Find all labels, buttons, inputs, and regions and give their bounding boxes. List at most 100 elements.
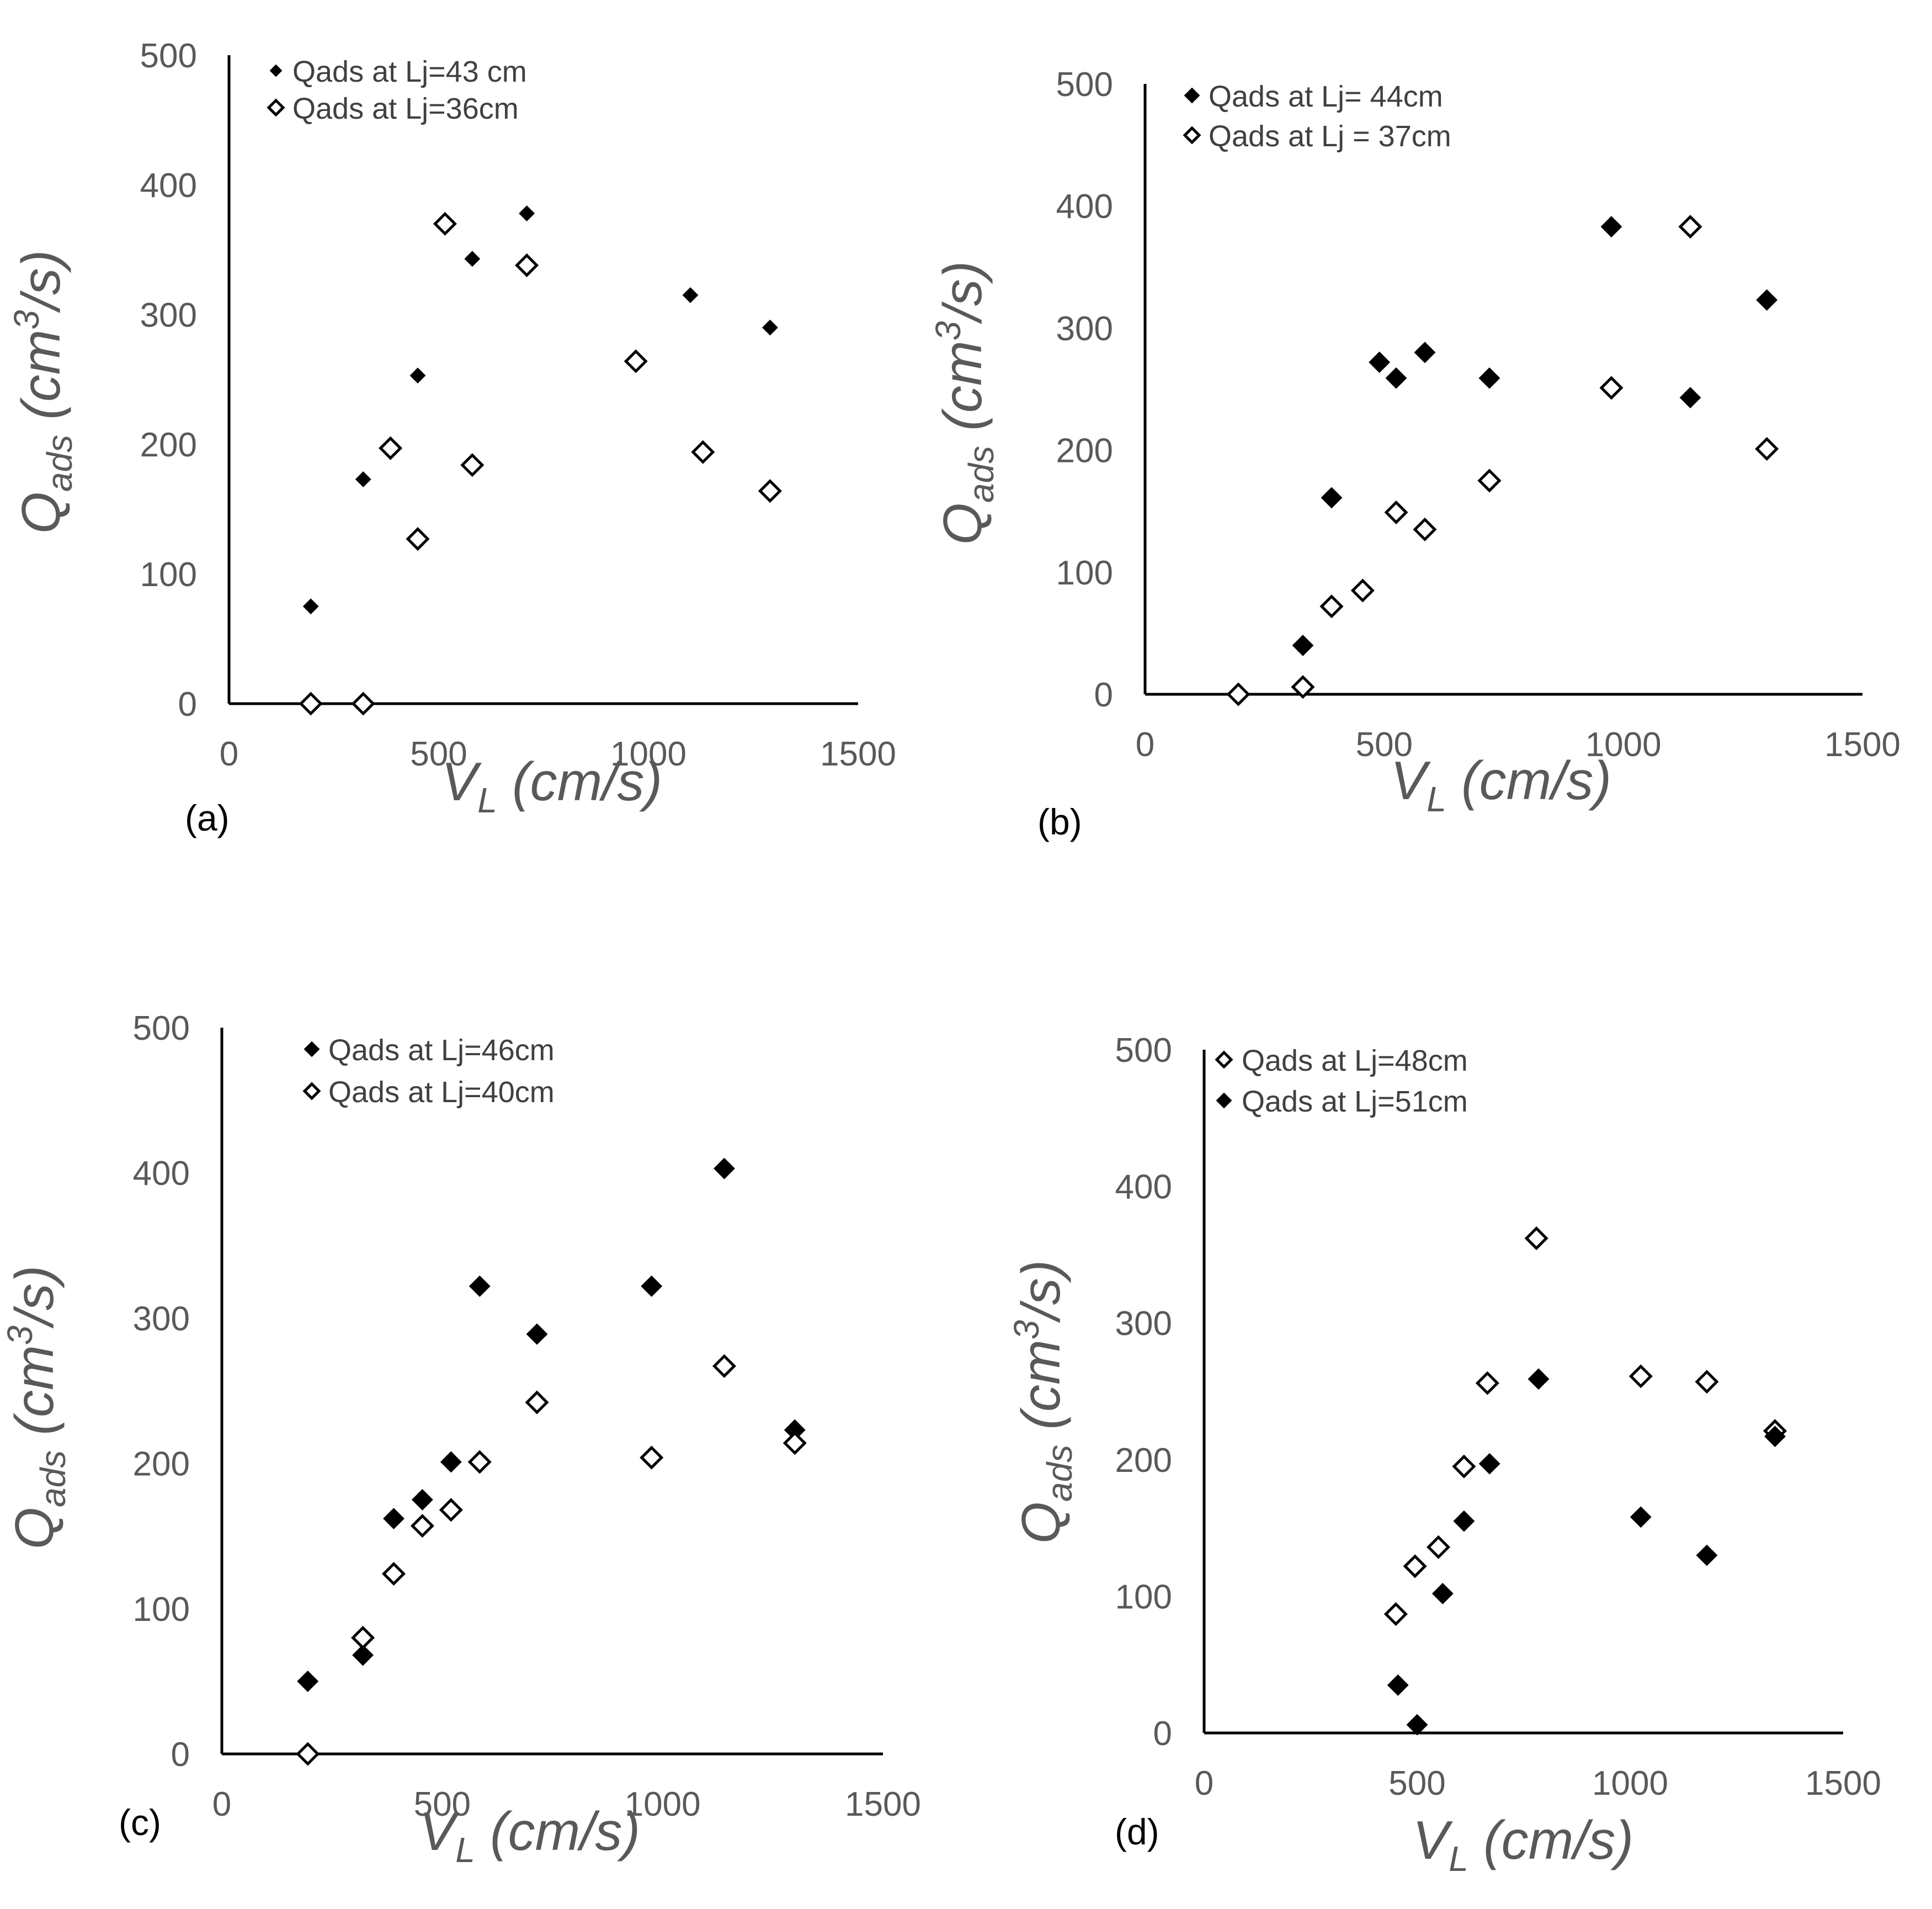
y-axis-title: Qads (cm3/s) <box>7 250 79 534</box>
x-tick-label: 1500 <box>1824 726 1901 764</box>
chart-panel-4: 0 100 200 300 400 500 0 500 1000 1500 VL (cm/s) Qad… <box>1007 1031 1881 1879</box>
data-point <box>1524 1226 1548 1251</box>
x-tick-label: 1500 <box>820 735 896 773</box>
x-tick-label: 1500 <box>1805 1764 1881 1802</box>
data-point <box>351 692 375 716</box>
data-point <box>714 1157 735 1179</box>
data-point <box>297 1670 319 1692</box>
y-tick-label: 300 <box>1115 1305 1172 1343</box>
legend-marker <box>304 1041 320 1057</box>
y-tick-label: 100 <box>133 1591 190 1629</box>
data-point <box>1385 367 1407 389</box>
y-tick-label: 200 <box>1056 432 1113 470</box>
data-point <box>351 1625 375 1650</box>
y-axis-title: Qads (cm3/s) <box>928 261 1001 545</box>
data-point <box>1756 289 1778 311</box>
x-tick-label: 500 <box>410 735 467 773</box>
panel-label: (c) <box>119 1802 161 1843</box>
y-tick-label: 500 <box>1056 66 1113 104</box>
data-point <box>433 211 457 236</box>
data-point <box>1477 469 1502 493</box>
data-point <box>758 479 782 503</box>
y-tick-label: 300 <box>140 296 197 334</box>
y-tick-label: 200 <box>1115 1442 1172 1480</box>
data-point <box>1696 1544 1718 1566</box>
legend-marker <box>1183 126 1201 145</box>
legend-entry: Qads at Lj=46cm <box>328 1034 555 1067</box>
y-tick-label: 500 <box>1115 1031 1172 1070</box>
legend-marker <box>302 1082 321 1100</box>
data-point <box>762 320 778 336</box>
data-point <box>406 527 430 551</box>
data-point <box>383 1508 405 1530</box>
data-point <box>296 1742 320 1766</box>
data-point <box>1369 351 1391 373</box>
data-point <box>1478 367 1500 389</box>
data-point <box>691 440 715 464</box>
data-point <box>302 598 319 615</box>
data-point <box>1319 594 1344 619</box>
data-point <box>352 1644 374 1666</box>
data-point <box>1226 682 1250 706</box>
data-point <box>519 205 535 222</box>
data-point <box>464 251 481 267</box>
y-tick-label: 400 <box>1115 1168 1172 1206</box>
legend-marker <box>1215 1050 1233 1069</box>
data-point <box>381 1562 406 1586</box>
data-point <box>640 1445 664 1470</box>
data-point <box>1478 1453 1500 1475</box>
data-point <box>1321 487 1343 509</box>
x-tick-label: 0 <box>1136 726 1154 764</box>
data-point <box>1384 500 1408 524</box>
data-point <box>1414 342 1436 364</box>
y-tick-label: 200 <box>140 426 197 464</box>
legend-entry: Qads at Lj=36cm <box>292 92 519 125</box>
data-point <box>1403 1554 1427 1578</box>
y-tick-label: 500 <box>133 1009 190 1047</box>
y-tick-label: 300 <box>133 1300 190 1338</box>
data-point <box>1755 437 1779 461</box>
data-point <box>1427 1535 1451 1559</box>
legend-marker <box>1184 87 1200 104</box>
y-tick-label: 500 <box>140 37 197 75</box>
legend-marker <box>269 64 283 77</box>
data-point <box>712 1354 737 1378</box>
y-tick-label: 0 <box>1153 1715 1172 1753</box>
data-point <box>783 1431 807 1455</box>
data-point <box>1695 1370 1719 1394</box>
data-point <box>410 1514 434 1538</box>
x-tick-label: 0 <box>1195 1764 1214 1802</box>
data-point <box>440 1451 462 1473</box>
y-tick-label: 400 <box>133 1155 190 1193</box>
data-point <box>1628 1364 1653 1389</box>
legend-entry: Qads at Lj=51cm <box>1242 1085 1468 1118</box>
x-tick-label: 1500 <box>845 1785 921 1823</box>
x-tick-label: 500 <box>414 1785 471 1823</box>
panel-label: (a) <box>185 797 230 838</box>
panel-label: (d) <box>1115 1811 1159 1852</box>
data-point <box>1452 1454 1476 1479</box>
data-point <box>467 1450 492 1474</box>
chart-panel-1: 0 100 200 300 400 500 0 500 1000 1500 VL (cm/s) Qad… <box>7 37 896 838</box>
panel-label: (b) <box>1037 801 1082 842</box>
data-point <box>1475 1371 1499 1395</box>
data-point <box>1406 1714 1428 1736</box>
legend-entry: Qads at Lj=48cm <box>1242 1044 1468 1077</box>
y-tick-label: 100 <box>1056 554 1113 592</box>
data-point <box>1679 387 1701 408</box>
y-tick-label: 0 <box>178 685 197 724</box>
y-tick-label: 400 <box>140 167 197 205</box>
y-tick-label: 100 <box>140 556 197 594</box>
data-point <box>1678 215 1702 239</box>
legend-entry: Qads at Lj=40cm <box>328 1076 555 1109</box>
data-point <box>1599 376 1624 400</box>
legend-entry: Qads at Lj = 37cm <box>1209 120 1451 153</box>
data-point <box>411 1488 433 1511</box>
y-tick-label: 400 <box>1056 188 1113 226</box>
data-point <box>1292 635 1314 656</box>
y-tick-label: 300 <box>1056 310 1113 348</box>
data-point <box>1413 517 1437 541</box>
y-tick-label: 200 <box>133 1445 190 1483</box>
data-point <box>1383 1602 1408 1626</box>
